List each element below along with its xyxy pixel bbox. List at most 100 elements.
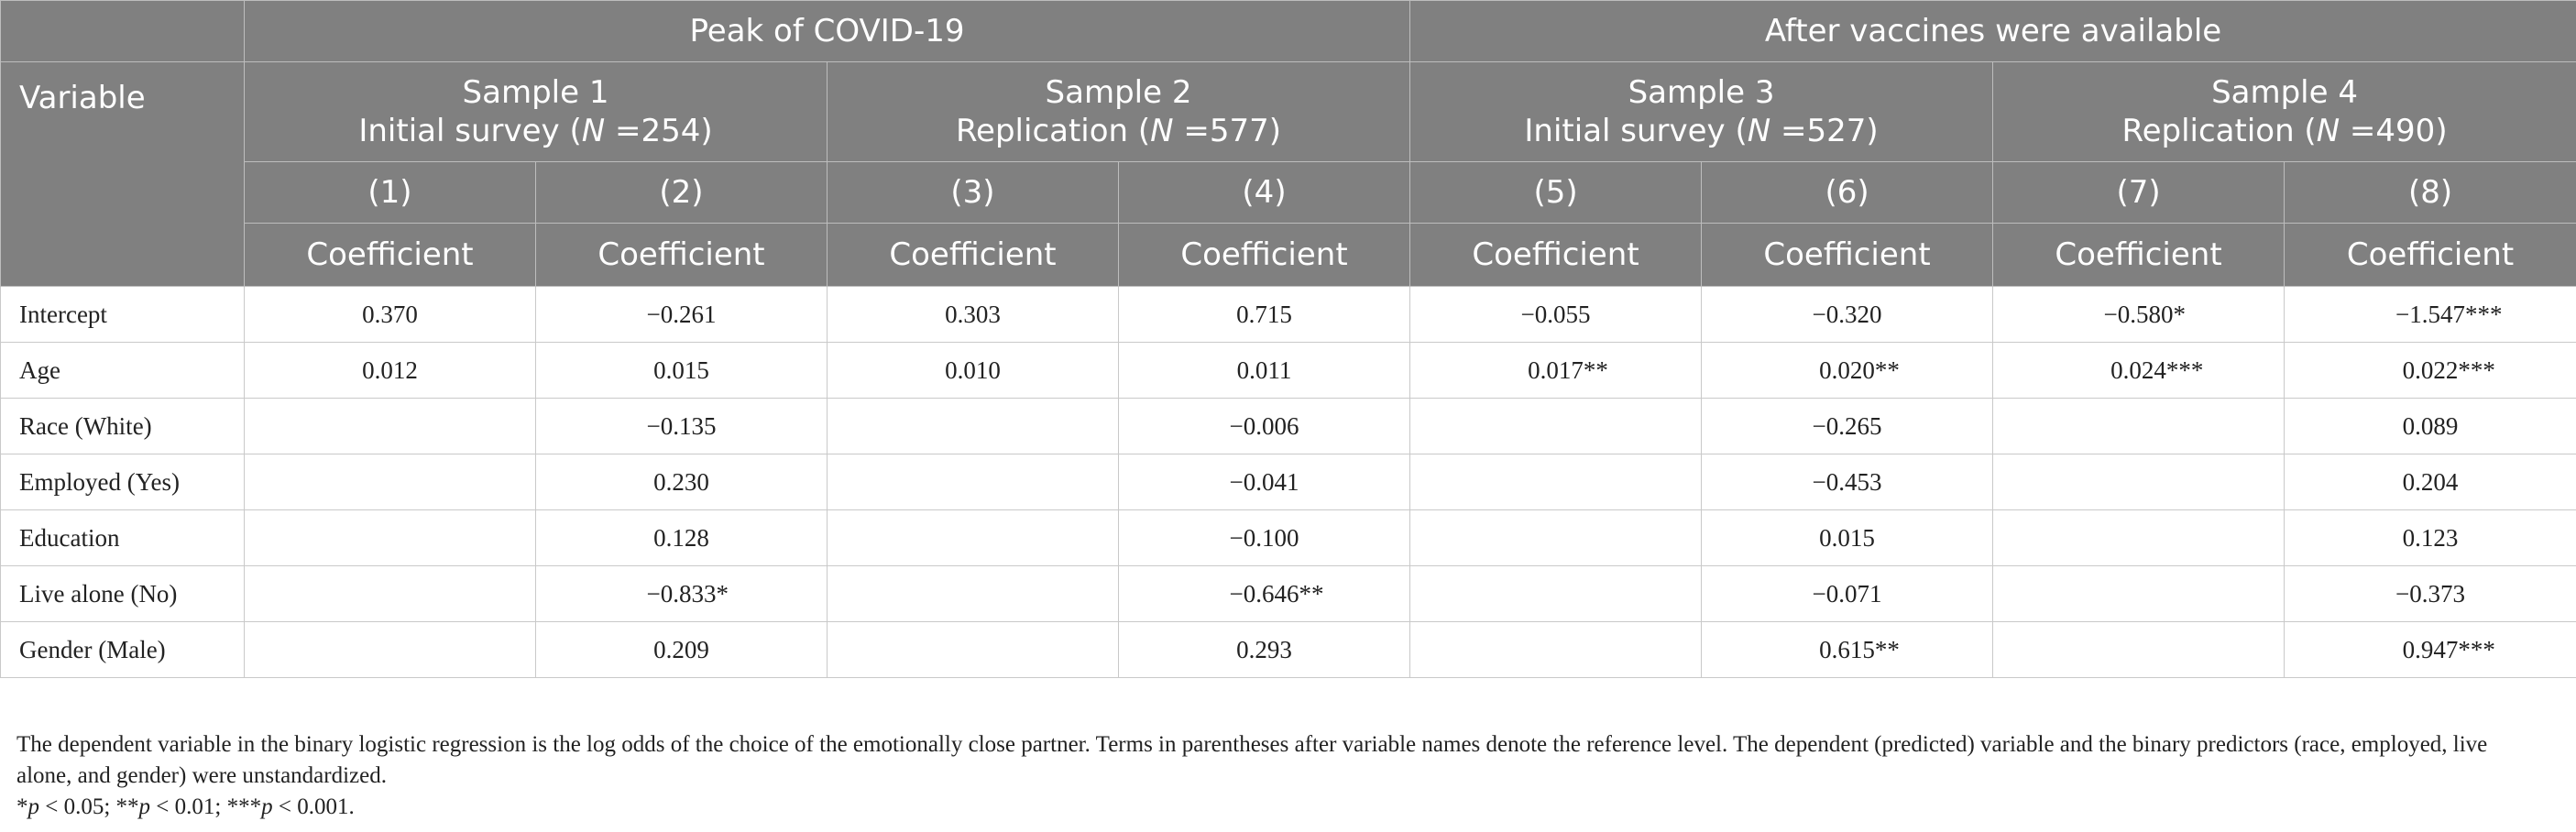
coefficient-value: −0.580 * — [2104, 301, 2186, 329]
period-after-vaccines: After vaccines were available — [1409, 0, 2576, 62]
table-row: Race (White) −0.135 −0.006 −0.265 0.089 — [0, 398, 2576, 454]
row-label: Intercept — [0, 286, 245, 343]
coefficient-value: −0.646 ** — [1229, 579, 1324, 608]
coefficient-value: 0.230 — [653, 468, 709, 497]
coefficient-value: 0.012 — [362, 356, 418, 385]
row-label: Gender (Male) — [0, 621, 245, 678]
table-row: Intercept 0.370 −0.261 0.303 0.715 −0.055 −0.3… — [0, 286, 2576, 343]
coefficient-cell: 0.128 — [535, 509, 828, 566]
coefficient-cell: −0.041 — [1117, 454, 1411, 510]
coefficient-cell — [244, 621, 536, 678]
coefficient-number: −0.453 — [1812, 467, 1882, 496]
coefficient-number: −0.100 — [1229, 523, 1299, 552]
column-number: (8) — [2284, 161, 2576, 224]
coefficient-cell: 0.015 — [535, 342, 828, 399]
coefficient-cell: 0.204 — [2284, 454, 2576, 510]
coefficient-cell: 0.012 — [244, 342, 536, 399]
coefficient-value: 0.022 *** — [2402, 356, 2495, 385]
coefficient-cell: 0.020 ** — [1701, 342, 1994, 399]
coefficient-number: 0.209 — [653, 635, 709, 663]
coefficient-cell — [1409, 454, 1703, 510]
coefficient-cell: 0.370 — [244, 286, 536, 343]
coefficient-value: 0.015 — [1819, 524, 1875, 553]
coefficient-value: −0.373 — [2395, 580, 2465, 608]
column-number: (7) — [1992, 161, 2286, 224]
coefficient-number: 0.015 — [1819, 523, 1875, 552]
coefficient-value: 0.015 — [653, 356, 709, 385]
coefficient-value: 0.209 — [653, 636, 709, 664]
significance-stars: ** — [1874, 635, 1900, 663]
table-body: Intercept 0.370 −0.261 0.303 0.715 −0.055 −0.3… — [0, 286, 2576, 678]
coefficient-number: 0.947 — [2402, 635, 2459, 663]
coefficient-value: 0.715 — [1236, 301, 1292, 329]
coefficient-value: 0.020 ** — [1819, 356, 1900, 385]
coefficient-value: 0.089 — [2403, 412, 2459, 441]
coefficient-cell — [1992, 565, 2286, 622]
coefficient-label: Coefficient — [1992, 223, 2286, 287]
table-row: Gender (Male) 0.209 0.293 0.615 ** 0.947 *** — [0, 621, 2576, 678]
coefficient-cell — [244, 509, 536, 566]
coefficient-cell: −0.071 — [1701, 565, 1994, 622]
coefficient-value: 0.293 — [1236, 636, 1292, 664]
coefficient-value: 0.024 *** — [2110, 356, 2203, 385]
significance-stars: ** — [1874, 356, 1900, 384]
coefficient-number: 0.010 — [945, 356, 1001, 384]
coefficient-number: 0.017 — [1528, 356, 1584, 384]
coefficient-number: −0.071 — [1812, 579, 1882, 608]
coefficient-label: Coefficient — [1409, 223, 1703, 287]
coefficient-value: −0.265 — [1813, 412, 1882, 441]
coefficient-number: −0.261 — [646, 300, 717, 328]
coefficient-cell — [244, 565, 536, 622]
table-row: Education 0.128 −0.100 0.015 0.123 — [0, 509, 2576, 566]
coefficient-number: 0.022 — [2402, 356, 2459, 384]
table-row: Employed (Yes) 0.230 −0.041 −0.453 0.204 — [0, 454, 2576, 510]
row-label: Live alone (No) — [0, 565, 245, 622]
coefficient-cell: −0.646 ** — [1117, 565, 1411, 622]
coefficient-number: −0.646 — [1229, 579, 1299, 608]
coefficient-cell: 0.615 ** — [1701, 621, 1994, 678]
coefficient-cell — [827, 398, 1119, 454]
coefficient-number: −0.373 — [2395, 579, 2466, 608]
coefficient-cell: −0.100 — [1117, 509, 1411, 566]
coefficient-value: 0.010 — [945, 356, 1001, 385]
coefficient-value: −0.833 * — [647, 580, 729, 608]
coefficient-value: 0.128 — [653, 524, 709, 553]
coefficient-number: −0.041 — [1229, 467, 1299, 496]
coefficient-value: −0.041 — [1230, 468, 1299, 497]
coefficient-value: −0.100 — [1230, 524, 1299, 553]
coefficient-label: Coefficient — [535, 223, 828, 287]
coefficient-label: Coefficient — [827, 223, 1119, 287]
coefficient-number: 0.293 — [1236, 635, 1292, 663]
column-number-row: (1) (2) (3) (4) (5) (6) (7) (8) — [1, 161, 2576, 224]
sample-2-header: Sample 2 Replication (N =577) — [826, 61, 1411, 162]
coefficient-value: −0.261 — [647, 301, 717, 329]
coefficient-cell: −0.373 — [2284, 565, 2576, 622]
coefficient-cell — [244, 398, 536, 454]
coefficient-number: 0.303 — [945, 300, 1001, 328]
coefficient-cell — [1409, 621, 1703, 678]
coefficient-cell: −0.261 — [535, 286, 828, 343]
sample-2-desc: Replication (N =577) — [955, 113, 1282, 149]
sample-3-title: Sample 3 — [1628, 74, 1775, 111]
coefficient-label: Coefficient — [1701, 223, 1994, 287]
column-number: (4) — [1117, 161, 1411, 224]
coefficient-cell: −0.055 — [1409, 286, 1703, 343]
sample-1-header: Sample 1 Initial survey (N =254) — [244, 61, 828, 162]
table-notes: The dependent variable in the binary log… — [16, 729, 2546, 823]
regression-table: Peak of COVID-19 After vaccines were ava… — [0, 0, 2576, 678]
column-number: (2) — [535, 161, 828, 224]
coefficient-value: 0.123 — [2403, 524, 2459, 553]
coefficient-number: 0.230 — [653, 467, 709, 496]
coefficient-cell: 0.715 — [1117, 286, 1411, 343]
coefficient-number: −0.265 — [1812, 411, 1882, 440]
header-blank-cell — [0, 0, 245, 62]
coefficient-cell — [244, 454, 536, 510]
coefficient-number: 0.020 — [1819, 356, 1875, 384]
table-row: Age 0.012 0.015 0.010 0.011 0.017 ** 0.020 ** 0.0… — [0, 342, 2576, 399]
coefficient-value: −0.453 — [1813, 468, 1882, 497]
coefficient-cell: 0.123 — [2284, 509, 2576, 566]
coefficient-value: −0.071 — [1813, 580, 1882, 608]
coefficient-cell: 0.015 — [1701, 509, 1994, 566]
coefficient-value: 0.017 ** — [1528, 356, 1608, 385]
